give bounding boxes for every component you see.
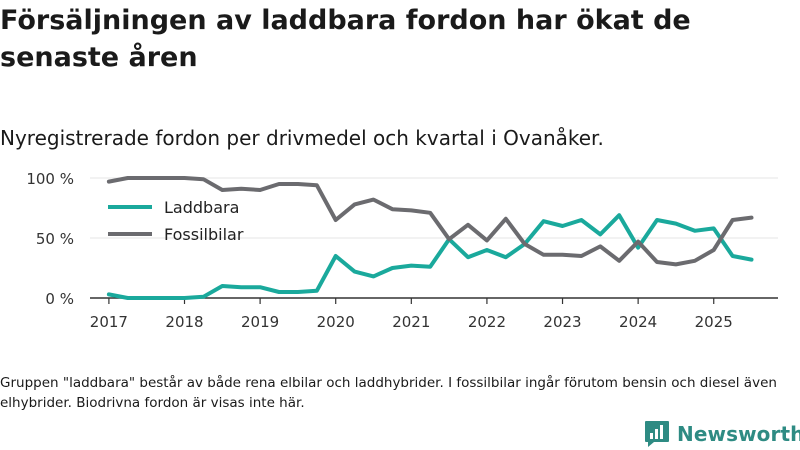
y-tick-label: 100 % [26,170,74,188]
chart-title: Försäljningen av laddbara fordon har öka… [0,5,691,73]
brand-name: Newsworthy [677,422,800,446]
x-tick-label: 2017 [90,313,128,331]
x-tick-label: 2025 [695,313,733,331]
y-tick-label: 50 % [36,230,74,248]
chart-footnote: Gruppen "laddbara" består av både rena e… [0,375,777,411]
x-tick-label: 2021 [392,313,430,331]
newsworthy-brand[interactable]: Newsworthy [644,420,800,448]
y-tick-label: 0 % [45,290,74,308]
legend-label-fossilbilar: Fossilbilar [164,225,244,244]
x-tick-label: 2023 [543,313,581,331]
series-line-fossilbilar [106,176,754,267]
newsworthy-logo-icon [645,421,669,447]
series-line-laddbara [106,213,754,300]
legend-label-laddbara: Laddbara [164,198,239,217]
x-tick-label: 2018 [165,313,203,331]
line-chart: 0 % 50 % 100 % 2017 2018 2019 2020 2021 2022 2023… [26,170,778,331]
x-tick-label: 2019 [241,313,279,331]
x-tick-label: 2022 [468,313,506,331]
x-tick-label: 2020 [317,313,355,331]
x-tick-label: 2024 [619,313,657,331]
chart-subtitle: Nyregistrerade fordon per drivmedel och … [0,126,604,150]
